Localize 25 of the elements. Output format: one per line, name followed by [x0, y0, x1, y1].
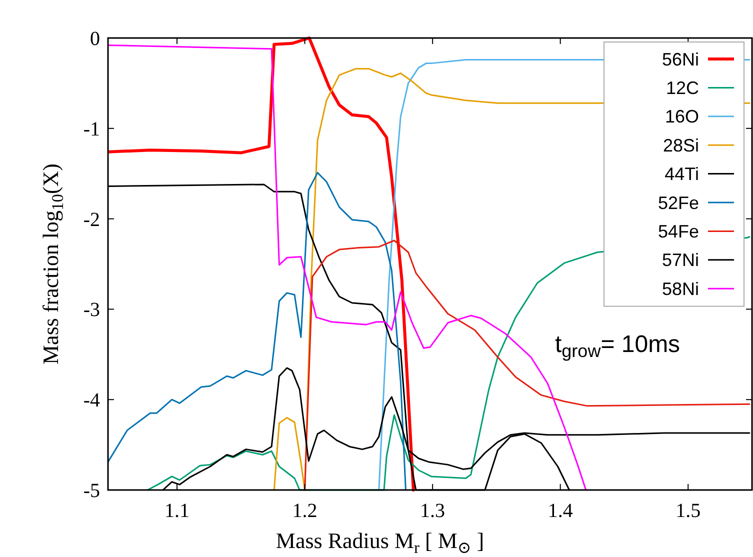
- y-tick-label: -2: [83, 208, 100, 231]
- legend-label: 16O: [664, 106, 699, 127]
- legend-label: 58Ni: [662, 278, 699, 299]
- legend-label: 57Ni: [662, 250, 699, 270]
- y-tick-label: -4: [83, 390, 100, 412]
- line-series: [108, 172, 406, 491]
- y-tick-label: -5: [83, 480, 100, 502]
- line-series: [108, 36, 415, 492]
- legend-label: 44Ti: [664, 164, 699, 184]
- x-tick-label: 1.4: [548, 500, 573, 522]
- y-tick-label: -3: [83, 299, 100, 322]
- y-tick-label: 0: [90, 28, 100, 50]
- y-tick-label: -1: [83, 118, 100, 140]
- legend-label: 52Fe: [658, 192, 699, 213]
- legend-label: 12C: [666, 78, 699, 98]
- x-axis-title: Mass Radius M$_{r}$ [ M$_{⊙}$ ]: [276, 528, 484, 557]
- x-tick-label: 1.2: [292, 500, 318, 522]
- legend-label: 28Si: [662, 135, 699, 156]
- x-tick-label: 1.1: [164, 500, 190, 522]
- legend-label: 56Ni: [662, 49, 699, 70]
- legend-label: 54Fe: [658, 222, 699, 242]
- annotation: t$_{grow}$= 10ms: [555, 331, 680, 362]
- x-tick-label: 1.3: [420, 500, 446, 522]
- x-tick-label: 1.5: [676, 500, 701, 522]
- line-series: [304, 240, 750, 491]
